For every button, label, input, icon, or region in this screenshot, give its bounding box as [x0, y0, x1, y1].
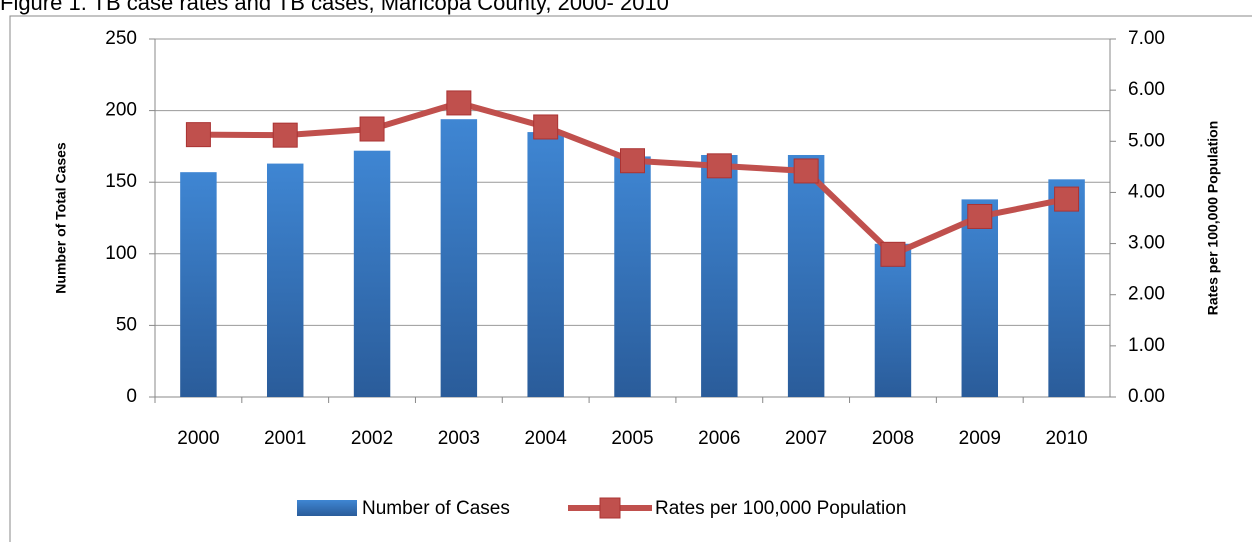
- bar: [701, 154, 738, 397]
- bar: [1048, 179, 1085, 397]
- line-marker: [620, 148, 645, 174]
- y-tick-label: 200: [105, 100, 137, 121]
- line-marker: [793, 158, 819, 184]
- legend-swatch-bar: [297, 500, 357, 516]
- bar: [787, 154, 825, 397]
- y-tick-label: 50: [116, 314, 137, 335]
- bar: [614, 156, 651, 397]
- bar: [440, 119, 478, 397]
- legend: Number of Cases Rates per 100,000 Popula…: [297, 497, 906, 519]
- line-marker: [359, 116, 385, 142]
- line-marker: [533, 114, 559, 140]
- x-tick-label: 2004: [525, 428, 568, 449]
- line-marker: [880, 241, 906, 267]
- x-tick-label: 2001: [264, 428, 306, 449]
- y2-tick-label: 4.00: [1128, 181, 1165, 202]
- x-tick-label: 2000: [177, 428, 219, 449]
- y2-tick-label: 1.00: [1128, 335, 1165, 356]
- y2-axis-title: Rates per 100,000 Population: [1205, 121, 1221, 316]
- line-marker: [272, 122, 298, 148]
- x-tick-label: 2009: [959, 428, 1001, 449]
- x-tick-label: 2003: [438, 428, 480, 449]
- y-tick-label: 250: [105, 28, 137, 49]
- bar: [874, 243, 912, 397]
- chart-frame: [9, 15, 1252, 542]
- legend-swatch-marker: [599, 497, 621, 519]
- x-tick-label: 2008: [872, 428, 914, 449]
- y2-tick-label: 0.00: [1128, 386, 1165, 407]
- legend-label: Number of Cases: [362, 498, 510, 519]
- line-marker: [446, 90, 472, 116]
- y2-tick-label: 5.00: [1128, 130, 1165, 151]
- line-marker: [1054, 186, 1080, 212]
- y2-tick-label: 6.00: [1128, 79, 1165, 100]
- y-axis-title: Number of Total Cases: [53, 142, 69, 294]
- bar: [266, 163, 304, 397]
- y2-tick-label: 3.00: [1128, 233, 1165, 254]
- x-tick-label: 2010: [1045, 428, 1087, 449]
- line-marker: [967, 203, 993, 229]
- y-tick-label: 100: [105, 243, 137, 264]
- x-tick-label: 2005: [611, 428, 653, 449]
- chart-title: Figure 1. TB case rates and TB cases, Ma…: [0, 0, 669, 15]
- y2-tick-label: 2.00: [1128, 284, 1165, 305]
- y-tick-label: 150: [105, 171, 137, 192]
- bar: [353, 150, 391, 397]
- line-marker: [185, 122, 211, 148]
- x-tick-label: 2007: [785, 428, 827, 449]
- y2-tick-label: 7.00: [1128, 28, 1165, 49]
- y-tick-label: 0: [126, 386, 137, 407]
- line-marker: [706, 153, 732, 179]
- bar: [527, 132, 564, 397]
- x-tick-label: 2006: [698, 428, 740, 449]
- legend-label: Rates per 100,000 Population: [655, 498, 906, 519]
- x-tick-label: 2002: [351, 428, 393, 449]
- bar: [180, 172, 217, 397]
- bar: [961, 199, 999, 397]
